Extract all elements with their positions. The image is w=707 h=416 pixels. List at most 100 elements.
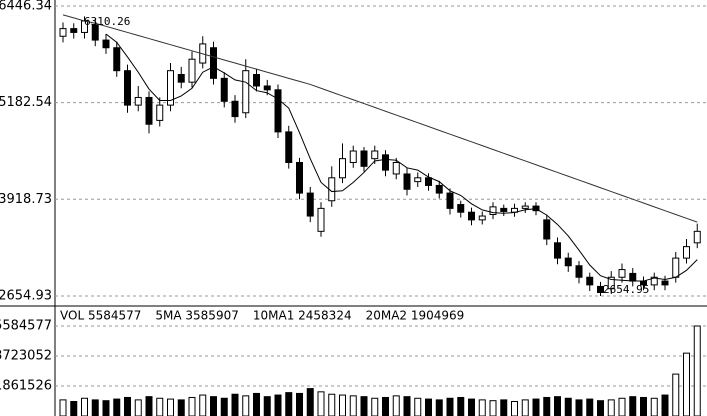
- volume-bar: [296, 392, 303, 416]
- volume-bar: [683, 352, 690, 416]
- candle-body: [414, 177, 422, 183]
- candle-body: [210, 47, 217, 79]
- candle-body: [188, 58, 196, 83]
- volume-bar: [597, 400, 604, 416]
- candle-body: [478, 215, 486, 221]
- candle-body: [403, 173, 411, 190]
- volume-bar: [188, 396, 196, 416]
- volume-bar: [640, 396, 647, 416]
- volume-bar: [446, 397, 454, 416]
- volume-bar: [328, 393, 336, 416]
- volume-bar: [425, 398, 432, 416]
- candle-body: [263, 85, 271, 91]
- volume-tick-label: 3723052: [0, 348, 52, 363]
- candle-body: [231, 100, 239, 118]
- candle-body: [468, 211, 475, 221]
- volume-bar: [263, 396, 271, 416]
- volume-bar: [435, 399, 443, 416]
- volume-bar: [457, 396, 465, 416]
- volume-bar: [210, 396, 217, 416]
- candle-body: [242, 70, 250, 114]
- candle-body: [306, 192, 314, 217]
- candle-body: [91, 24, 99, 41]
- candle-body: [489, 206, 497, 216]
- candle-body: [360, 150, 368, 167]
- volume-bar: [242, 395, 250, 416]
- volume-bar: [554, 396, 561, 416]
- volume-bar: [489, 400, 497, 416]
- candle-body: [339, 158, 346, 179]
- volume-bar: [693, 325, 701, 416]
- candle-body: [564, 257, 572, 267]
- volume-bar: [403, 396, 411, 416]
- candle-body: [521, 205, 529, 209]
- volume-bar: [317, 391, 325, 416]
- y-tick-label: 3918.73: [0, 192, 52, 207]
- volume-bar: [59, 399, 67, 416]
- candle-body: [156, 104, 164, 121]
- volume-bar: [134, 399, 142, 416]
- volume-bar: [586, 398, 594, 416]
- volume-bar: [167, 398, 174, 416]
- volume-bar: [564, 397, 572, 416]
- volume-bar: [349, 395, 357, 416]
- volume-bar: [70, 400, 78, 416]
- volume-bar: [371, 397, 379, 416]
- candle-body: [102, 39, 110, 49]
- candle-body: [607, 276, 615, 290]
- volume-bar: [382, 396, 389, 416]
- candle-body: [425, 177, 432, 186]
- candle-body: [285, 131, 293, 163]
- volume-bar: [199, 394, 207, 416]
- candle-body: [113, 47, 121, 72]
- low-annotation: 2654.95: [603, 283, 649, 296]
- candle-body: [586, 276, 594, 286]
- moving-average-line: [62, 14, 698, 223]
- candle-body: [629, 272, 637, 282]
- volume-tick-label: 5584577: [0, 318, 52, 333]
- volume-bar: [306, 388, 314, 416]
- volume-bar: [124, 396, 131, 416]
- candle-body: [177, 74, 185, 83]
- volume-bar: [156, 397, 164, 416]
- volume-bar: [629, 396, 637, 416]
- volume-bar: [575, 399, 583, 416]
- candle-body: [134, 96, 142, 106]
- candle-body: [597, 285, 604, 294]
- candle-body: [167, 70, 174, 106]
- volume-bar: [220, 397, 228, 416]
- candle-body: [554, 242, 561, 259]
- candle-body: [253, 74, 260, 87]
- volume-legend: 5MA 3585907: [155, 309, 238, 323]
- candle-body: [317, 207, 325, 232]
- volume-bar: [392, 395, 400, 416]
- candle-body: [145, 96, 153, 125]
- candle-body: [672, 257, 680, 278]
- candle-body: [446, 192, 454, 209]
- volume-bar: [177, 399, 185, 416]
- candle-body: [618, 269, 626, 278]
- volume-bar: [81, 397, 88, 416]
- y-tick-label: 2654.93: [0, 288, 52, 303]
- volume-bar: [231, 393, 239, 416]
- candle-body: [543, 219, 551, 240]
- volume-bar: [285, 392, 293, 416]
- candle-body: [650, 276, 658, 286]
- volume-bar: [543, 396, 551, 416]
- volume-bar: [511, 400, 518, 416]
- y-tick-label: 6446.34: [0, 0, 52, 13]
- candle-body: [296, 161, 303, 194]
- volume-bar: [672, 373, 680, 416]
- candle-body: [661, 280, 669, 286]
- candle-body: [683, 246, 690, 259]
- volume-tick-label: 1861526: [0, 378, 52, 393]
- volume-bar: [618, 397, 626, 416]
- volume-bar: [468, 398, 475, 416]
- candle-body: [382, 154, 389, 171]
- candle-body: [349, 150, 357, 163]
- candle-body: [457, 204, 465, 213]
- moving-average-line: [105, 33, 698, 282]
- volume-bar: [650, 397, 658, 416]
- volume-bar: [500, 399, 508, 416]
